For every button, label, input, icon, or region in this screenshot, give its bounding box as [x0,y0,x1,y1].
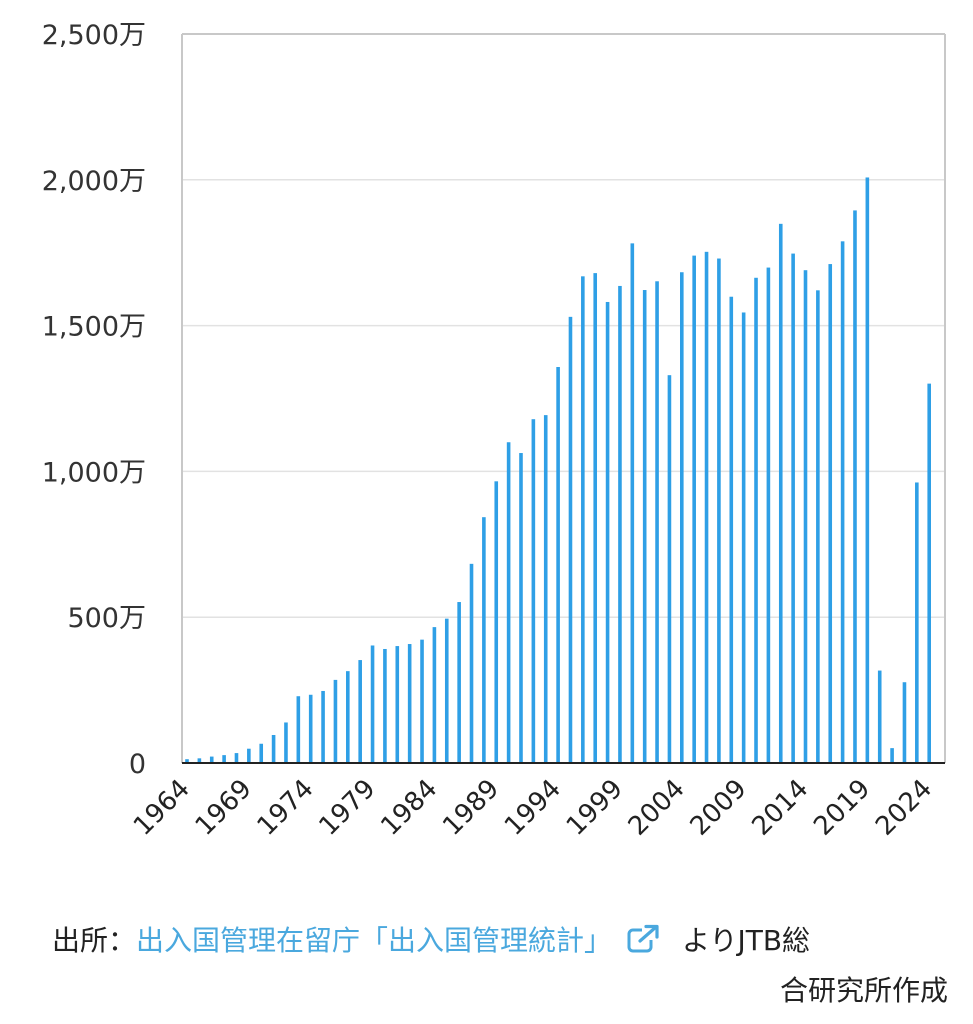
bar-2008 [729,296,734,763]
bar-1995 [568,316,573,763]
bar-2022 [902,682,907,763]
x-tick-label: 1979 [313,774,381,842]
bar-1964 [185,759,189,763]
bar-1972 [284,722,288,763]
y-tick-label: 1,000万 [42,457,146,488]
bar-2018 [853,210,857,764]
bar-1969 [247,748,251,763]
bar-1983 [420,639,424,763]
bar-1986 [457,602,461,763]
bar-2006 [704,251,709,763]
bar-2023 [915,482,919,763]
bar-1966 [209,756,214,763]
source-line-2: 合研究所作成 [52,968,952,1014]
source-prefix: 出所： [52,924,137,957]
bar-1965 [197,758,202,763]
bar-2019 [865,177,870,764]
bar-1967 [222,755,226,763]
bar-1996 [581,276,585,763]
bar-1973 [296,696,301,763]
bar-1991 [519,453,523,763]
y-tick-label: 0 [129,749,146,780]
x-axis-tick-labels: 1964196919741979198419891994199920042009… [128,774,938,842]
y-tick-label: 1,500万 [42,312,146,343]
bar-1987 [469,563,474,763]
bar-1980 [383,648,387,763]
bar-1988 [482,517,486,763]
y-tick-label: 2,500万 [42,20,146,51]
bar-2015 [816,290,820,763]
x-tick-label: 1994 [499,774,567,842]
x-tick-label: 2024 [870,774,938,842]
bar-1970 [259,743,264,763]
bar-2021 [890,748,894,763]
bar-1989 [494,481,499,763]
bar-2012 [778,223,783,763]
source-link[interactable]: 出入国管理在留庁「出入国管理統計」 [136,924,613,957]
bar-1994 [556,367,560,763]
bar-2010 [754,277,758,763]
bar-1971 [271,735,276,763]
bar-1990 [506,442,511,763]
bar-2003 [667,375,672,763]
bar-1992 [531,419,536,763]
x-tick-label: 1969 [190,774,258,842]
bar-2004 [680,272,684,763]
x-tick-label: 1964 [128,774,196,842]
bar-1968 [234,753,239,763]
bar-1979 [370,645,375,763]
y-tick-label: 2,000万 [42,166,146,197]
bar-2000 [630,243,635,764]
x-tick-label: 1974 [252,774,320,842]
external-link-icon[interactable] [626,922,661,968]
x-tick-label: 2009 [685,774,753,842]
bar-1997 [593,273,598,763]
y-tick-label: 500万 [67,603,146,634]
bar-2005 [692,255,696,763]
bar-2017 [840,241,845,763]
bar-1985 [444,618,449,763]
bar-1999 [618,285,622,763]
x-tick-label: 1999 [561,774,629,842]
bar-2024 [927,383,931,763]
bar-1974 [308,694,313,763]
x-tick-label: 1984 [375,774,443,842]
bar-1978 [358,660,362,763]
source-suffix-2: 合研究所作成 [779,974,948,1007]
source-line-1: 出所：出入国管理在留庁「出入国管理統計」 よりJTB総 [52,918,952,968]
bar-1981 [395,646,400,763]
bar-1998 [605,301,610,763]
bar-1984 [432,627,437,763]
bar-2020 [877,670,882,763]
x-tick-label: 2014 [746,774,814,842]
x-tick-label: 1989 [437,774,505,842]
y-axis-tick-labels: 0 500万 1,000万 1,500万 2,000万 2,500万 [42,20,146,780]
cropped-next-line [0,1016,973,1024]
source-note: 出所：出入国管理在留庁「出入国管理統計」 よりJTB総 合研究所作成 [52,918,952,1014]
bar-1982 [407,644,412,763]
bar-2011 [766,267,771,763]
bar-1976 [333,679,338,763]
bar-2014 [803,270,808,763]
bar-1993 [543,415,548,763]
x-tick-label: 2019 [808,774,876,842]
bar-2007 [717,258,721,763]
x-tick-label: 2004 [623,774,691,842]
bar-2016 [828,264,833,763]
bar-2002 [655,281,659,763]
bar-1975 [321,690,325,763]
bar-2013 [791,253,795,763]
bar-2001 [642,290,647,763]
source-suffix-1: よりJTB総 [682,924,811,957]
bar-2009 [741,312,746,763]
bar-1977 [346,671,350,763]
bars [185,177,931,764]
